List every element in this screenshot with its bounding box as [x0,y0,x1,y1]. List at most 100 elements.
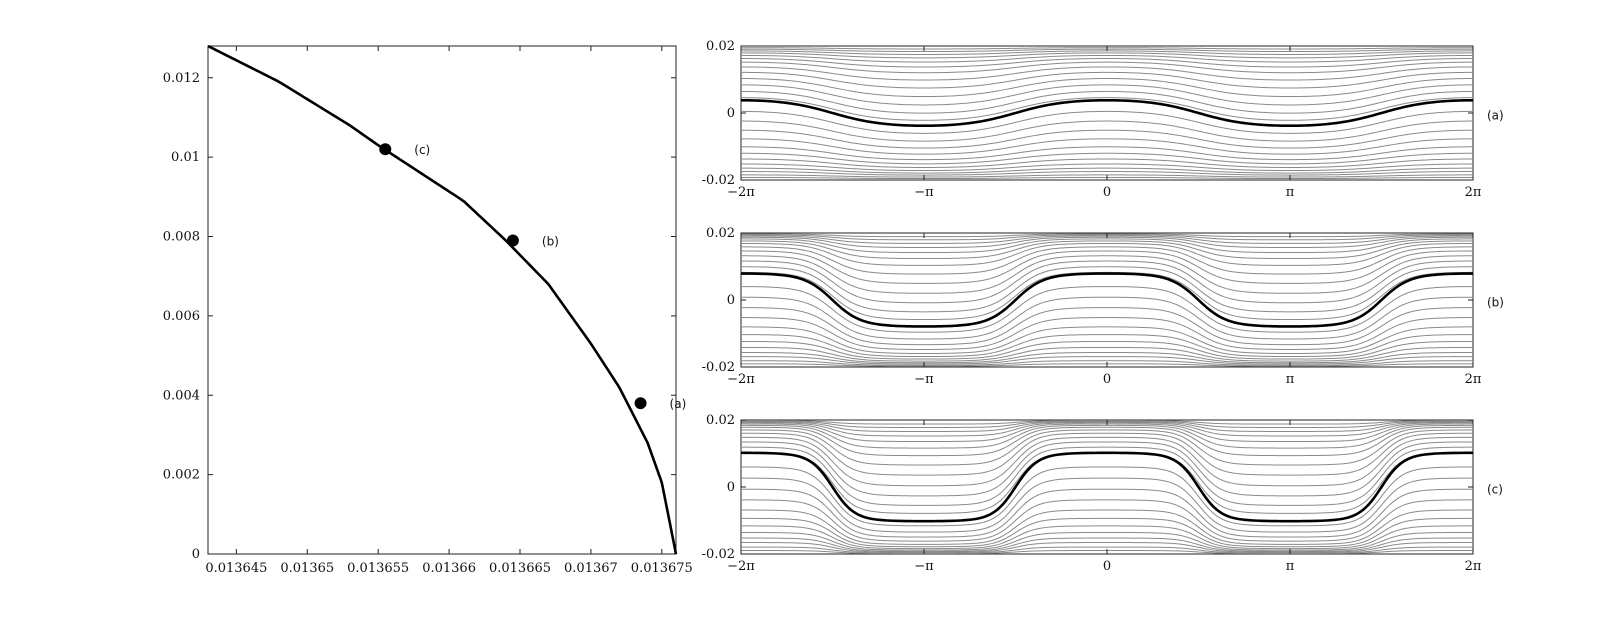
y-tick-label: 0.008 [163,230,200,245]
streamline [740,296,1474,340]
marked-point [634,397,647,410]
streamline [741,250,1473,284]
streamline [740,84,1474,106]
x-tick-label: 0 [1103,559,1111,574]
streamline [740,260,1474,304]
streamline [740,146,1474,161]
streamline [741,326,1473,354]
x-tick-label: π [1286,185,1295,200]
separatrix-curve [740,98,1474,128]
x-tick-label: π [1286,372,1295,387]
streamline [740,138,1474,155]
streamline [740,158,1474,168]
x-tick-label: 0 [1103,372,1111,387]
streamline [741,531,1473,551]
x-tick-label: 0.01365 [280,561,334,576]
x-tick-label: 0.013645 [205,561,267,576]
streamline [741,542,1473,553]
streamline-panel-frame [740,232,1474,368]
streamline [740,129,1474,149]
bifurcation-curve [207,44,678,555]
x-tick-label: 0 [1103,185,1111,200]
streamline [741,346,1473,362]
streamline [741,499,1473,542]
x-tick-label: π [1286,559,1295,574]
x-tick-label: −π [914,559,934,574]
streamline [741,352,1473,364]
streamline [741,242,1473,266]
streamline [741,432,1473,476]
streamline [740,488,1474,538]
streamline [740,167,1474,174]
y-tick-label: 0.002 [163,468,200,483]
y-tick-label: 0 [727,480,735,495]
streamline [741,271,1473,321]
x-tick-label: −2π [727,372,755,387]
streamline [741,163,1473,172]
streamline [740,71,1474,89]
streamline [740,307,1474,346]
streamline [741,174,1473,178]
x-tick-label: 0.01366 [422,561,476,576]
x-tick-label: −π [914,185,934,200]
streamline [741,54,1473,63]
x-tick-label: −2π [727,559,755,574]
separatrix-curve [741,451,1473,523]
panel-label: (a) [1487,109,1504,123]
x-tick-label: −2π [727,185,755,200]
streamline [740,97,1474,121]
streamline [741,517,1473,548]
point-label: (c) [414,143,430,157]
streamline [740,240,1474,260]
streamline [740,90,1474,114]
streamline [741,255,1473,294]
y-tick-label: 0.004 [163,388,200,403]
left-plot-frame [207,45,677,555]
streamline [740,266,1474,313]
streamline [741,171,1473,176]
streamline [740,78,1474,98]
streamline [740,61,1474,74]
y-tick-label: 0.012 [163,71,200,86]
streamline [741,441,1473,497]
streamline [741,446,1473,506]
streamline [741,66,1473,81]
x-tick-label: 2π [1465,559,1482,574]
y-tick-label: 0 [727,106,735,121]
streamline [741,424,1473,449]
streamline [741,525,1473,550]
panel-label: (b) [1487,296,1504,310]
streamline [741,537,1473,552]
streamline [741,238,1473,254]
x-tick-label: 0.013665 [489,561,551,576]
y-tick-label: -0.02 [702,547,735,562]
streamline [740,110,1474,134]
x-tick-label: 2π [1465,185,1482,200]
x-tick-label: 0.013655 [347,561,409,576]
marked-point [506,234,519,247]
x-tick-label: 0.013675 [631,561,693,576]
streamline [741,452,1473,514]
x-tick-label: −π [914,372,934,387]
streamline [741,317,1473,350]
streamline [740,120,1474,142]
marked-point [379,143,392,156]
streamline [741,334,1473,358]
point-label: (a) [670,397,687,411]
streamline [741,286,1473,333]
y-tick-label: 0.02 [706,413,735,428]
streamline [740,58,1474,68]
streamline [741,246,1473,275]
streamline [740,152,1474,165]
streamline [741,429,1473,466]
streamline [741,509,1473,545]
x-tick-label: 2π [1465,372,1482,387]
y-tick-label: -0.02 [702,173,735,188]
streamline [740,360,1474,366]
streamline [741,466,1473,527]
streamline [741,546,1473,554]
streamline [740,52,1474,59]
separatrix-curve [741,272,1473,328]
streamline [741,436,1473,487]
